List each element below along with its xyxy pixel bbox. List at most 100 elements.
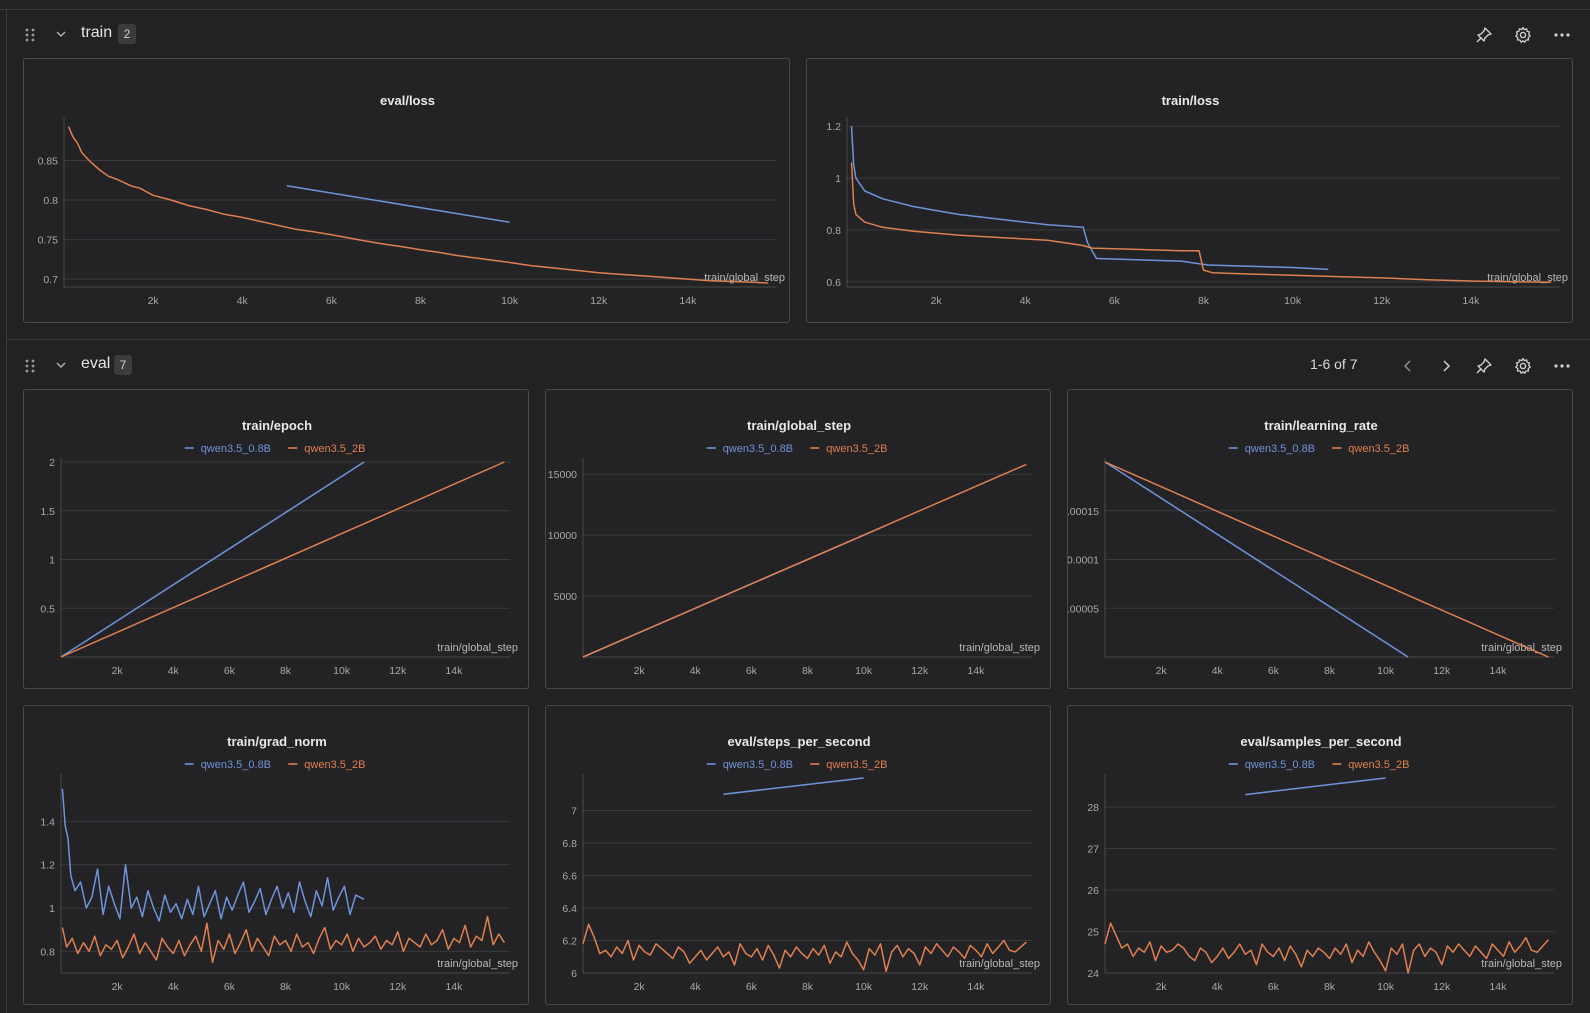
section-title[interactable]: train bbox=[81, 24, 113, 41]
chart-svg: eval/steps_per_second qwen3.5_0.8B qwen3.5… bbox=[562, 734, 1040, 993]
chart-title: train/global_step bbox=[747, 418, 851, 433]
y-tick-label: 24 bbox=[1087, 968, 1099, 980]
x-tick-label: 12k bbox=[1373, 295, 1391, 307]
drag-handle-icon[interactable] bbox=[24, 358, 36, 374]
legend-label: qwen3.5_2B bbox=[1348, 443, 1409, 455]
y-tick-label: 1.2 bbox=[826, 121, 841, 133]
y-tick-label: 0.75 bbox=[38, 235, 59, 247]
gear-icon[interactable] bbox=[1513, 25, 1533, 45]
y-tick-label: 5000 bbox=[554, 591, 578, 603]
count-badge: 7 bbox=[114, 355, 132, 375]
series-line bbox=[723, 777, 864, 796]
more-icon[interactable] bbox=[1552, 356, 1572, 376]
x-tick-label: 6k bbox=[1109, 295, 1121, 307]
x-tick-label: 14k bbox=[967, 665, 985, 677]
y-tick-label: 6.2 bbox=[562, 936, 577, 948]
chart-panel-train-grad-norm[interactable]: train/grad_norm qwen3.5_0.8B qwen3.5_2B 0.8… bbox=[23, 705, 529, 1005]
x-tick-label: 2k bbox=[1156, 981, 1168, 993]
chart-panel-train-global-step[interactable]: train/global_step qwen3.5_0.8B qwen3.5_2B 5… bbox=[545, 389, 1051, 689]
x-axis-label: train/global_step bbox=[437, 642, 518, 654]
series-line bbox=[582, 923, 1027, 973]
chart-panel-train-loss[interactable]: train/loss 0.6 0.8 1 1.2 2k 4k 6k 8k 10k 12k 14k tra… bbox=[806, 58, 1573, 323]
legend-label: qwen3.5_0.8B bbox=[201, 759, 271, 771]
more-icon[interactable] bbox=[1552, 25, 1572, 45]
x-tick-label: 12k bbox=[911, 665, 929, 677]
x-tick-label: 6k bbox=[1268, 981, 1280, 993]
chart-panel-eval-loss[interactable]: eval/loss 0.7 0.75 0.8 0.85 2k 4k 6k 8k 10k 12k 14k… bbox=[23, 58, 790, 323]
x-axis-label: train/global_step bbox=[959, 958, 1040, 970]
x-tick-label: 2k bbox=[931, 295, 943, 307]
pin-icon[interactable] bbox=[1474, 25, 1494, 45]
chart-panel-train-epoch[interactable]: train/epoch qwen3.5_0.8B qwen3.5_2B 0.5 1 1.5… bbox=[23, 389, 529, 689]
x-tick-label: 6k bbox=[1268, 665, 1280, 677]
x-tick-label: 12k bbox=[389, 665, 407, 677]
y-tick-label: 0.7 bbox=[43, 274, 58, 286]
section-title[interactable]: eval bbox=[81, 355, 111, 372]
x-tick-label: 6k bbox=[224, 665, 236, 677]
y-tick-label: 0.6 bbox=[826, 277, 841, 289]
x-tick-label: 8k bbox=[415, 295, 427, 307]
x-tick-label: 12k bbox=[590, 295, 608, 307]
chevron-down-icon[interactable] bbox=[54, 27, 68, 41]
x-tick-label: 12k bbox=[389, 981, 407, 993]
x-tick-label: 10k bbox=[333, 665, 351, 677]
y-tick-label: 0.85 bbox=[38, 156, 59, 168]
x-tick-label: 12k bbox=[1433, 665, 1451, 677]
x-tick-label: 4k bbox=[168, 665, 180, 677]
x-tick-label: 12k bbox=[1433, 981, 1451, 993]
series-line bbox=[61, 915, 506, 963]
pin-icon[interactable] bbox=[1474, 356, 1494, 376]
chart-svg: eval/samples_per_second qwen3.5_0.8B qwen3… bbox=[1087, 734, 1562, 993]
gear-icon[interactable] bbox=[1513, 356, 1533, 376]
chevron-right-icon[interactable] bbox=[1436, 356, 1456, 376]
series-line bbox=[1245, 777, 1386, 796]
x-tick-label: 8k bbox=[1324, 981, 1336, 993]
chevron-left-icon[interactable] bbox=[1398, 356, 1418, 376]
y-tick-label: 1 bbox=[835, 173, 841, 185]
legend-label: qwen3.5_0.8B bbox=[201, 443, 271, 455]
chart-title: eval/loss bbox=[380, 93, 435, 108]
series-line bbox=[286, 185, 510, 223]
x-axis-label: train/global_step bbox=[1481, 958, 1562, 970]
section-border bbox=[6, 9, 7, 339]
chart-svg: train/grad_norm qwen3.5_0.8B qwen3.5_2B 0.8… bbox=[40, 734, 518, 993]
y-tick-label: 10000 bbox=[548, 530, 577, 542]
chart-title: train/loss bbox=[1162, 93, 1220, 108]
y-tick-label: 1 bbox=[49, 903, 55, 915]
chart-panel-eval-samples-per-second[interactable]: eval/samples_per_second qwen3.5_0.8B qwen3… bbox=[1067, 705, 1573, 1005]
x-tick-label: 10k bbox=[1377, 981, 1395, 993]
x-tick-label: 2k bbox=[112, 665, 124, 677]
chart-title: train/learning_rate bbox=[1264, 418, 1377, 433]
chart-svg: train/learning_rate qwen3.5_0.8B qwen3.5_2… bbox=[1068, 418, 1562, 677]
x-tick-label: 14k bbox=[679, 295, 697, 307]
legend-label: qwen3.5_0.8B bbox=[1245, 443, 1315, 455]
y-tick-label: 26 bbox=[1087, 885, 1099, 897]
chart-panel-eval-steps-per-second[interactable]: eval/steps_per_second qwen3.5_0.8B qwen3.5… bbox=[545, 705, 1051, 1005]
chart-panel-train-learning-rate[interactable]: train/learning_rate qwen3.5_0.8B qwen3.5_2… bbox=[1067, 389, 1573, 689]
y-tick-label: 25 bbox=[1087, 927, 1099, 939]
x-tick-label: 14k bbox=[1489, 665, 1507, 677]
x-tick-label: 10k bbox=[855, 665, 873, 677]
section-header-eval: eval 7 1-6 of 7 bbox=[0, 351, 1590, 381]
x-tick-label: 8k bbox=[802, 981, 814, 993]
x-tick-label: 12k bbox=[911, 981, 929, 993]
drag-handle-icon[interactable] bbox=[24, 27, 36, 43]
y-tick-label: 0.00005 bbox=[1068, 603, 1099, 615]
count-badge: 2 bbox=[118, 24, 136, 44]
legend-label: qwen3.5_2B bbox=[1348, 759, 1409, 771]
x-tick-label: 10k bbox=[1284, 295, 1302, 307]
x-tick-label: 2k bbox=[1156, 665, 1168, 677]
y-tick-label: 6 bbox=[571, 968, 577, 980]
series-line bbox=[850, 126, 1329, 271]
legend-label: qwen3.5_0.8B bbox=[723, 759, 793, 771]
x-axis-label: train/global_step bbox=[1481, 642, 1562, 654]
y-tick-label: 6.6 bbox=[562, 871, 577, 883]
y-tick-label: 0.8 bbox=[43, 195, 58, 207]
chart-svg: eval/loss 0.7 0.75 0.8 0.85 2k 4k 6k 8k 10k 12k 14k… bbox=[38, 93, 785, 307]
chevron-down-icon[interactable] bbox=[54, 358, 68, 372]
y-tick-label: 1.4 bbox=[40, 816, 55, 828]
y-tick-label: 7 bbox=[571, 806, 577, 818]
x-tick-label: 8k bbox=[802, 665, 814, 677]
x-tick-label: 10k bbox=[333, 981, 351, 993]
